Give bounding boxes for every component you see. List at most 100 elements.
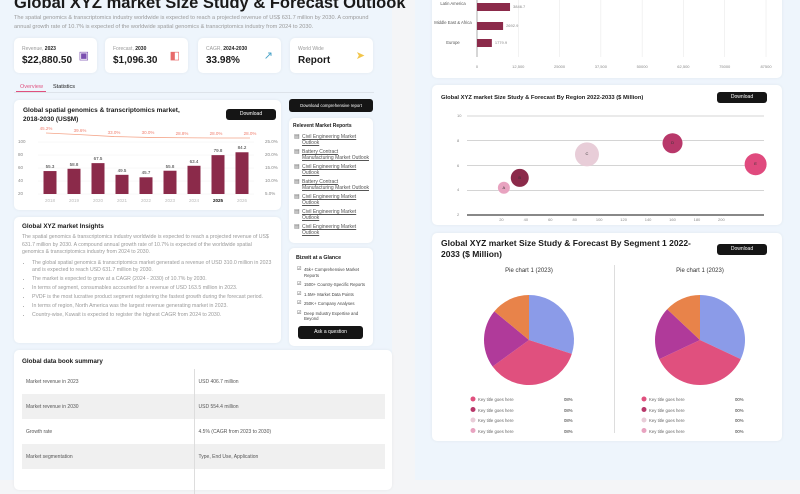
growth-line bbox=[45, 132, 250, 139]
glance-item: 1.5M+ Market Data Points bbox=[297, 292, 369, 298]
table-row: Market segmentation Type, End Use, Applic… bbox=[22, 444, 385, 469]
x-tick-label: 2018 bbox=[44, 198, 55, 203]
table-row: Market revenue in 2030 USD 554.4 million bbox=[22, 394, 385, 419]
report-link[interactable]: Civil Engineering Market Outlook bbox=[294, 209, 370, 221]
category-label: Latin America bbox=[440, 1, 466, 6]
download-report-button[interactable]: Download comprehensive report bbox=[289, 99, 373, 112]
kpi-value: $22,880.50 bbox=[22, 55, 73, 66]
report-link[interactable]: Civil Engineering Market Outlook bbox=[294, 134, 370, 146]
report-link[interactable]: Battery Contract Manufacturing Market Ou… bbox=[294, 149, 370, 161]
legend-swatch bbox=[641, 396, 647, 402]
download-button[interactable]: Download bbox=[717, 244, 767, 255]
kpi-card: Revenue, 2023 $22,880.50 ▣ bbox=[14, 38, 97, 73]
x-tick-label: 80 bbox=[572, 217, 577, 222]
x-tick-label: 100 bbox=[595, 217, 603, 222]
bar-value-label: 2692.9 bbox=[506, 23, 519, 28]
x-tick-label: 120 bbox=[620, 217, 627, 222]
relevant-reports-card: Relevent Market Reports Civil Engineerin… bbox=[289, 118, 373, 243]
kpi-label-period: 2030 bbox=[135, 46, 147, 52]
pie-slice bbox=[492, 340, 572, 385]
bar-value-label: 55.3 bbox=[45, 164, 55, 170]
reports-title: Relevent Market Reports bbox=[293, 123, 352, 129]
x-tick-label: 12,500 bbox=[512, 64, 525, 69]
insight-bullet: PVDF is the most lucrative product segme… bbox=[32, 294, 273, 302]
x-tick-label: 40 bbox=[523, 217, 529, 222]
bar bbox=[163, 170, 177, 194]
ask-question-button[interactable]: Ask a question bbox=[298, 325, 363, 339]
tab-statistics[interactable]: Statistics bbox=[53, 84, 76, 90]
tab-overview[interactable]: Overview bbox=[20, 84, 43, 90]
x-tick-label: 200 bbox=[718, 217, 725, 222]
pie-charts bbox=[470, 295, 745, 433]
legend-value: 08% bbox=[564, 407, 573, 413]
x-tick-label: 2026 bbox=[236, 198, 247, 203]
region-bubble-card: Global XYZ market Size Study & Forecast … bbox=[432, 85, 782, 225]
report-link[interactable]: Civil Engineering Market Outlook bbox=[294, 194, 370, 206]
y-tick-label: 20 bbox=[18, 191, 24, 196]
report-link[interactable]: Battery Contract Manufacturing Market Ou… bbox=[294, 179, 370, 191]
pie-title: Pie chart 1 (2023) bbox=[505, 268, 553, 274]
main-chart-card: Global spatial genomics & transcriptomic… bbox=[14, 100, 281, 210]
bubble-chart bbox=[467, 115, 767, 216]
bar bbox=[91, 163, 105, 194]
tab-active-underline bbox=[16, 91, 46, 92]
x-tick-label: 87500 bbox=[760, 64, 772, 69]
category-label: Middle East & Africa bbox=[434, 20, 472, 25]
pie-slice bbox=[659, 340, 741, 386]
row-label: Market revenue in 2023 bbox=[22, 369, 195, 394]
bar-value-label: 1779.9 bbox=[494, 40, 508, 45]
databook-title: Global data book summary bbox=[22, 358, 103, 365]
bubble-label: A bbox=[502, 184, 506, 190]
bar bbox=[187, 165, 201, 194]
glance-card: Bizwit at a Glance 45k+ Comprehensive Ma… bbox=[289, 248, 373, 346]
legend-value: 00% bbox=[735, 418, 744, 423]
bar bbox=[477, 22, 504, 30]
line-value-label: 30.0% bbox=[141, 130, 155, 136]
legend-label: Key title goes here bbox=[478, 397, 514, 402]
bar bbox=[115, 174, 129, 194]
bar-value-label: 3846.7 bbox=[513, 4, 526, 9]
divider bbox=[614, 265, 615, 433]
y-tick-label: 60 bbox=[18, 165, 24, 170]
report-link[interactable]: Civil Engineering Market Outlook bbox=[294, 164, 370, 176]
x-tick-label: 2024 bbox=[188, 198, 199, 203]
insight-bullet: Country-wise, Kuwait is expected to regi… bbox=[32, 312, 273, 320]
y2-tick-label: 15.0% bbox=[265, 165, 278, 170]
insights-title: Global XYZ market Insights bbox=[22, 223, 104, 230]
insights-intro: The spatial genomics & transcriptomics i… bbox=[22, 234, 269, 255]
kpi-label-text: CAGR, bbox=[206, 46, 222, 52]
y-tick-label: 40 bbox=[18, 178, 24, 183]
row-value: Type, End Use, Application bbox=[198, 453, 259, 460]
row-label bbox=[22, 469, 195, 494]
bar bbox=[67, 168, 81, 194]
databook-card: Global data book summary Market revenue … bbox=[14, 350, 392, 494]
bubble bbox=[662, 133, 683, 154]
bar-value-label: 67.5 bbox=[93, 156, 103, 162]
pie-slice bbox=[484, 311, 529, 367]
download-button[interactable]: Download bbox=[226, 109, 276, 120]
x-tick-label: 160 bbox=[669, 217, 676, 222]
send-icon: ➤ bbox=[355, 50, 365, 62]
region-chart-title: Global XYZ market Size Study & Forecast … bbox=[441, 95, 644, 101]
x-tick-label: 140 bbox=[644, 217, 652, 222]
bubble bbox=[574, 142, 599, 167]
row-value: USD 554.4 million bbox=[198, 403, 239, 410]
kpi-card: World Wide Report ➤ bbox=[290, 38, 373, 73]
kpi-label-period: 2024-2030 bbox=[223, 46, 248, 52]
category-label: Europe bbox=[446, 40, 460, 45]
table-row: Growth rate 4.5% (CAGR from 2023 to 2030) bbox=[22, 419, 385, 444]
table-row: Market revenue in 2023 USD 406.7 million bbox=[22, 369, 385, 394]
y-tick-label: 80 bbox=[18, 152, 24, 157]
report-link[interactable]: Civil Engineering Market Outlook bbox=[294, 224, 370, 236]
kpi-label: World Wide bbox=[298, 46, 324, 52]
sidebar: Download comprehensive report Relevent M… bbox=[289, 99, 373, 346]
bar bbox=[43, 171, 57, 194]
x-tick-label: 180 bbox=[693, 217, 701, 222]
y-tick-label: 6 bbox=[457, 162, 460, 168]
x-tick-label: 20 bbox=[499, 217, 504, 222]
download-button[interactable]: Download bbox=[717, 92, 767, 103]
bubble bbox=[497, 181, 510, 194]
bubble-label: C bbox=[585, 151, 589, 157]
y2-tick-label: 5.0% bbox=[265, 191, 276, 196]
bar bbox=[235, 152, 249, 194]
